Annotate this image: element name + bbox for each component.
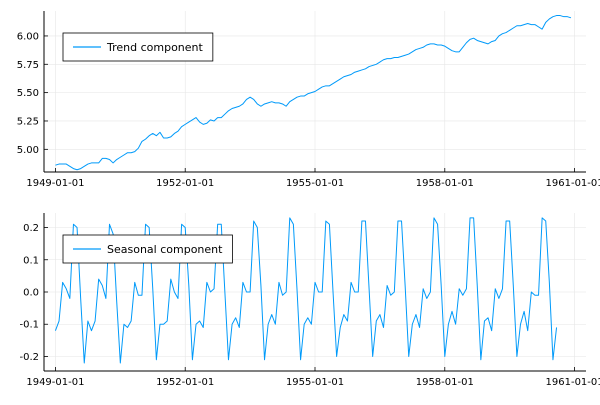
y-tick-label: 5.75 xyxy=(17,60,39,71)
x-tick-label: 1961-01-01 xyxy=(546,178,600,189)
chart-panel-1: 5.00 5.25 5.50 5.75 6.00 1949-01-01 1952-01-01… xyxy=(17,11,600,189)
series-line-1 xyxy=(54,217,558,364)
x-tick-label: 1958-01-01 xyxy=(416,178,474,189)
x-tick-label: 1958-01-01 xyxy=(416,377,474,388)
x-tick-label: 1952-01-01 xyxy=(156,377,214,388)
y-tick-label: 5.50 xyxy=(17,88,39,99)
x-tick-label: 1961-01-01 xyxy=(546,377,600,388)
y-tick-label: 0.0 xyxy=(23,288,39,299)
y-tick-label: 0.2 xyxy=(23,223,39,234)
legend-label: Seasonal component xyxy=(107,243,223,256)
x-tick-label: 1949-01-01 xyxy=(26,377,84,388)
x-tick-label: 1955-01-01 xyxy=(286,377,344,388)
chart-panel-2: -0.2 -0.1 0.0 0.1 0.2 1949-01-01 1952-01-01 195… xyxy=(19,213,600,388)
x-tick-label: 1949-01-01 xyxy=(26,178,84,189)
y-tick-label: 0.1 xyxy=(23,255,39,266)
x-tick-label: 1952-01-01 xyxy=(156,178,214,189)
x-tick-label: 1955-01-01 xyxy=(286,178,344,189)
y-tick-label: -0.1 xyxy=(19,320,39,331)
series-line-1 xyxy=(55,15,572,171)
y-tick-label: -0.2 xyxy=(19,352,39,363)
y-tick-label: 6.00 xyxy=(17,31,39,42)
y-tick-label: 5.00 xyxy=(17,145,39,156)
legend-label: Trend component xyxy=(106,41,204,54)
y-tick-label: 5.25 xyxy=(17,116,39,127)
